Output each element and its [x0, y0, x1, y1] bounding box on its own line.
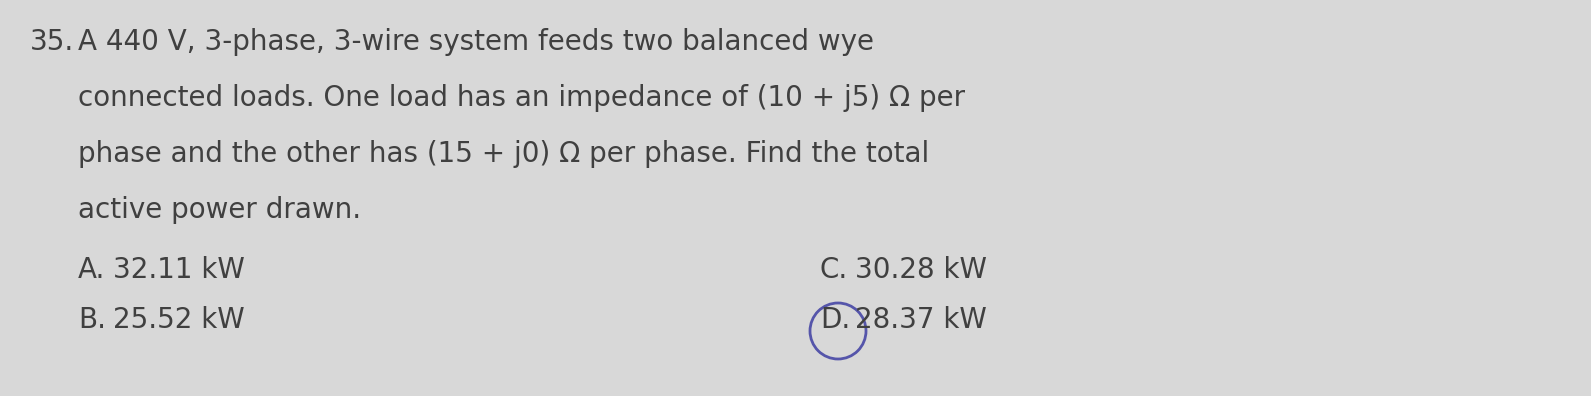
- Text: C.: C.: [819, 256, 848, 284]
- Text: phase and the other has (15 + j0) Ω per phase. Find the total: phase and the other has (15 + j0) Ω per …: [78, 140, 929, 168]
- Text: A 440 V, 3-phase, 3-wire system feeds two balanced wye: A 440 V, 3-phase, 3-wire system feeds tw…: [78, 28, 873, 56]
- Text: D.: D.: [819, 306, 850, 334]
- Text: 28.37 kW: 28.37 kW: [854, 306, 986, 334]
- Text: 35.: 35.: [30, 28, 75, 56]
- Text: 30.28 kW: 30.28 kW: [854, 256, 986, 284]
- Text: 32.11 kW: 32.11 kW: [113, 256, 245, 284]
- Text: B.: B.: [78, 306, 107, 334]
- Text: 25.52 kW: 25.52 kW: [113, 306, 245, 334]
- Text: active power drawn.: active power drawn.: [78, 196, 361, 224]
- Text: connected loads. One load has an impedance of (10 + j5) Ω per: connected loads. One load has an impedan…: [78, 84, 966, 112]
- Text: A.: A.: [78, 256, 105, 284]
